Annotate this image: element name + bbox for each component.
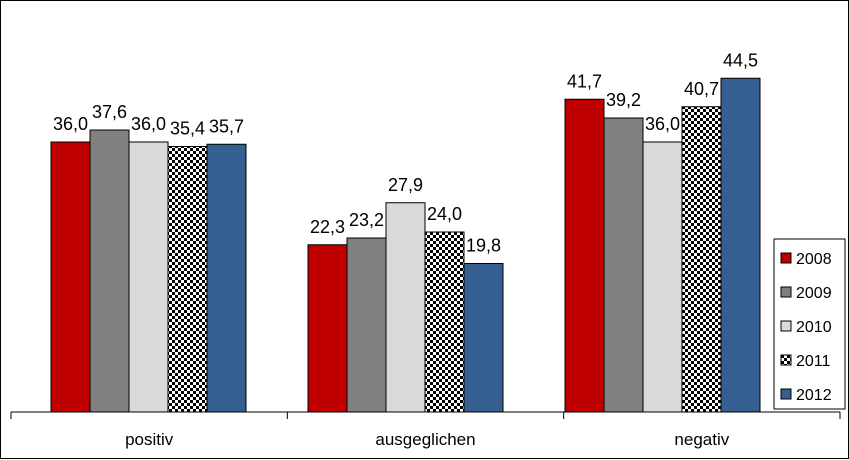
bar-ausgeglichen-2012 xyxy=(463,263,504,413)
bar-positiv-2012 xyxy=(206,143,247,413)
value-label-negativ-2011: 40,7 xyxy=(684,79,719,99)
bar-positiv-2009 xyxy=(89,129,130,413)
bar-negativ-2012 xyxy=(720,77,761,413)
category-label-negativ: negativ xyxy=(674,430,729,449)
legend-label-2008: 2008 xyxy=(796,251,832,268)
bar-negativ-2010 xyxy=(642,141,683,413)
value-label-ausgeglichen-2012: 19,8 xyxy=(466,236,501,256)
legend-label-2012: 2012 xyxy=(796,387,832,404)
value-label-ausgeglichen-2010: 27,9 xyxy=(388,175,423,195)
legend-label-2011: 2011 xyxy=(796,353,831,370)
bar-ausgeglichen-2008 xyxy=(307,244,348,413)
legend-swatch-2008 xyxy=(780,252,792,264)
value-label-ausgeglichen-2008: 22,3 xyxy=(310,217,345,237)
legend-swatch-2012 xyxy=(780,388,792,400)
bar-ausgeglichen-2009 xyxy=(346,237,387,413)
category-label-ausgeglichen: ausgeglichen xyxy=(375,430,475,449)
value-label-positiv-2008: 36,0 xyxy=(53,114,88,134)
legend-swatch-2010 xyxy=(780,320,792,332)
value-label-negativ-2012: 44,5 xyxy=(723,50,758,70)
value-label-positiv-2011: 35,4 xyxy=(170,119,205,139)
x-axis: positiv ausgeglichen negativ xyxy=(10,411,841,449)
legend-swatch-2011 xyxy=(780,354,792,366)
legend: 2008 2009 2010 2011 2012 xyxy=(773,238,846,410)
value-label-ausgeglichen-2009: 23,2 xyxy=(349,210,384,230)
bar-positiv-2011 xyxy=(167,146,208,413)
value-label-negativ-2010: 36,0 xyxy=(645,114,680,134)
value-labels-layer: 36,037,636,0 35,4 35,722,3 23,227,924,019,8… xyxy=(53,50,758,255)
bars-layer xyxy=(50,77,761,413)
bar-positiv-2008 xyxy=(50,141,91,413)
value-label-positiv-2010: 36,0 xyxy=(131,114,166,134)
legend-label-2009: 2009 xyxy=(796,285,832,302)
bar-positiv-2010 xyxy=(128,141,169,413)
bar-negativ-2008 xyxy=(564,98,605,413)
value-label-positiv-2009: 37,6 xyxy=(92,102,127,122)
value-label-negativ-2009: 39,2 xyxy=(606,90,641,110)
bar-negativ-2009 xyxy=(603,117,644,413)
bar-ausgeglichen-2011 xyxy=(424,231,465,413)
value-label-negativ-2008: 41,7 xyxy=(567,71,602,91)
legend-swatch-2009 xyxy=(780,286,792,298)
bar-negativ-2011 xyxy=(681,106,722,413)
bar-ausgeglichen-2010 xyxy=(385,202,426,413)
value-label-ausgeglichen-2011: 24,0 xyxy=(427,204,462,224)
legend-label-2010: 2010 xyxy=(796,319,832,336)
category-label-positiv: positiv xyxy=(125,430,174,449)
value-label-positiv-2012: 35,7 xyxy=(209,116,244,136)
